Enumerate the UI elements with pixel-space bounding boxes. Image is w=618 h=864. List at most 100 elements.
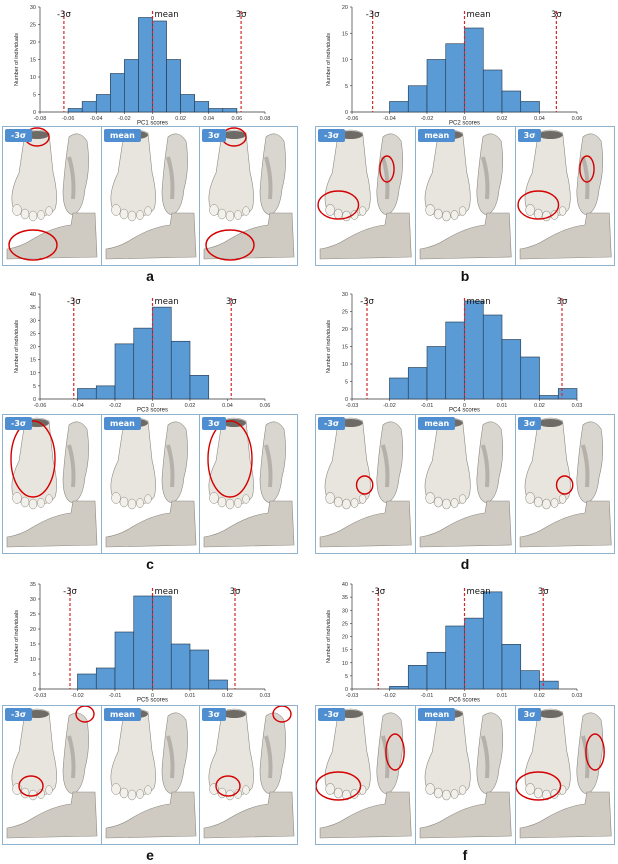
sole-shading xyxy=(166,156,175,200)
line-label: 3σ xyxy=(557,297,568,307)
foot-variant-mean: mean xyxy=(415,127,515,265)
variant-tag: mean xyxy=(104,129,141,142)
sole-shading xyxy=(380,444,390,488)
toe xyxy=(144,494,152,504)
toe xyxy=(111,492,121,504)
y-tick-label: 20 xyxy=(30,345,36,351)
variant-tag: 3σ xyxy=(202,129,226,142)
y-axis-label: Number of individuals xyxy=(14,33,20,86)
toe xyxy=(533,787,543,799)
toe xyxy=(242,206,250,216)
foot-sole-view xyxy=(259,421,286,504)
x-tick-label: 0 xyxy=(151,116,154,122)
foot-sole-view xyxy=(62,421,89,504)
foot-top-view xyxy=(524,708,571,796)
line-label: 3σ xyxy=(230,587,241,597)
ankle-cut xyxy=(537,419,563,427)
sole-shading xyxy=(580,444,590,488)
toe xyxy=(533,496,543,508)
histogram-bar xyxy=(189,649,210,690)
foot-variant-mean: mean xyxy=(415,415,515,553)
foot-illustration xyxy=(6,127,98,261)
histogram-bar xyxy=(389,686,409,690)
foot-illustration xyxy=(319,417,412,548)
x-tick-label: 0.02 xyxy=(534,693,545,699)
y-tick-label: 35 xyxy=(30,582,36,588)
x-tick-label: -0.01 xyxy=(421,403,434,409)
highlight-ellipse xyxy=(272,706,292,723)
variant-tag: mean xyxy=(418,417,456,430)
toe xyxy=(459,494,467,504)
foot-top-view xyxy=(11,708,57,796)
toe xyxy=(550,210,559,220)
sole-shading xyxy=(264,735,273,779)
x-tick-label: 0.04 xyxy=(222,403,233,409)
foot-top-view xyxy=(208,417,254,505)
foot-variant-minus-3sigma: -3σ xyxy=(316,127,415,265)
x-tick-label: 0.02 xyxy=(175,116,186,122)
foot-panel-d: -3σ mean 3σ xyxy=(315,414,615,554)
toe xyxy=(325,204,336,216)
y-tick-label: 10 xyxy=(342,58,348,64)
foot-sole-view xyxy=(161,712,188,795)
x-tick-label: 0 xyxy=(463,116,466,122)
y-tick-label: 35 xyxy=(342,595,348,601)
foot-illustration xyxy=(317,129,412,260)
x-tick-label: 0.02 xyxy=(185,403,196,409)
line-label: mean xyxy=(155,297,179,307)
toe xyxy=(342,498,351,510)
histogram-bar xyxy=(464,27,484,113)
toe xyxy=(119,787,129,799)
variant-tag: mean xyxy=(104,417,141,430)
variant-tag: 3σ xyxy=(517,417,542,430)
histogram-bar xyxy=(520,670,540,690)
sole-shading xyxy=(166,735,175,779)
variant-tag: mean xyxy=(104,708,141,721)
foot-variant-minus-3sigma: -3σ xyxy=(316,706,415,844)
foot-side-view xyxy=(519,791,612,839)
ankle-cut xyxy=(222,131,246,139)
line-label: 3σ xyxy=(538,587,549,597)
toe xyxy=(525,492,535,504)
toe xyxy=(225,498,235,510)
toe xyxy=(20,208,30,220)
x-tick-label: 0.03 xyxy=(572,693,583,699)
x-tick-label: -0.02 xyxy=(383,403,396,409)
y-axis-label: Number of individuals xyxy=(326,33,332,86)
x-tick-label: -0.02 xyxy=(109,403,122,409)
y-tick-label: 15 xyxy=(30,58,36,64)
histogram-pc5: 0 5 10 15 20 25 30 35 -0.03 -0.02 -0.01 0 0.01 0.02 0.… xyxy=(0,577,300,704)
x-tick-label: 0.06 xyxy=(232,116,243,122)
y-tick-label: 25 xyxy=(30,331,36,337)
foot-side-view xyxy=(105,212,197,260)
x-axis-label: PC2 scores xyxy=(449,121,480,127)
foot-shape xyxy=(316,708,412,839)
histogram-bar xyxy=(95,667,116,690)
histogram-pc1: 0 5 10 15 20 25 30 -0.08 -0.06 -0.04 -0.02 0 0.02 0.0… xyxy=(0,0,300,127)
x-tick-label: -0.01 xyxy=(421,693,434,699)
foot-top-view xyxy=(425,417,471,505)
panel-letter-b: b xyxy=(460,268,470,284)
sole-shading xyxy=(580,735,590,779)
histogram-bar xyxy=(81,101,97,113)
foot-top-view xyxy=(110,417,156,505)
toe xyxy=(425,492,436,504)
y-tick-label: 30 xyxy=(30,597,36,603)
foot-panel-c: -3σ mean 3σ xyxy=(2,414,298,554)
foot-variant-plus-3sigma: 3σ xyxy=(199,415,298,553)
toe xyxy=(234,498,242,508)
foot-sole-view xyxy=(476,133,504,216)
histogram-bar xyxy=(114,343,135,400)
foot-sole-view xyxy=(476,712,504,795)
foot-panel-a: -3σ mean 3σ xyxy=(2,126,298,266)
histogram-bar xyxy=(426,59,447,113)
histogram-svg: 0 5 10 15 20 25 30 -0.08 -0.06 -0.04 -0.02 0 0.02 0.0… xyxy=(14,5,270,127)
highlight-ellipse xyxy=(355,475,374,495)
histogram-bar xyxy=(407,367,428,400)
toe xyxy=(12,492,22,504)
histogram-bar xyxy=(67,108,83,113)
histogram-bar xyxy=(482,591,503,690)
histogram-pc3: 0 5 10 15 20 25 30 35 40 -0.06 -0.04 -0.02 0 0.02 0.04… xyxy=(0,287,300,414)
toe xyxy=(333,787,343,799)
y-tick-label: 0 xyxy=(345,110,348,116)
